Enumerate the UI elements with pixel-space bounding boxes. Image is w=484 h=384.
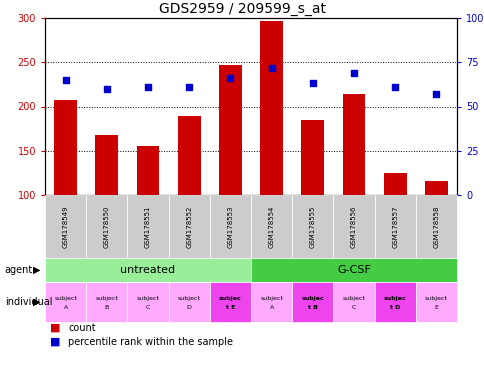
Point (432, 91, 439, 97)
Text: subject: subject (342, 296, 364, 301)
Text: E: E (434, 305, 438, 310)
Bar (178, 116, 200, 195)
Text: t E: t E (225, 305, 235, 310)
Bar (260, 21, 282, 195)
Text: GSM178558: GSM178558 (433, 205, 439, 248)
Point (144, 84, 151, 90)
Text: subject: subject (259, 296, 283, 301)
Bar (54, 100, 77, 195)
Text: B: B (105, 305, 109, 310)
Text: subject: subject (136, 296, 159, 301)
Bar (219, 65, 241, 195)
Text: GSM178550: GSM178550 (104, 205, 109, 248)
Text: subjec: subjec (219, 296, 242, 301)
Text: G-CSF: G-CSF (336, 265, 370, 275)
Text: ■: ■ (50, 337, 60, 347)
Bar (424, 181, 447, 195)
Bar (342, 94, 364, 195)
Text: GSM178557: GSM178557 (392, 205, 397, 248)
Text: ▶: ▶ (32, 297, 40, 307)
Bar (95, 135, 118, 195)
Point (391, 84, 398, 90)
Text: agent: agent (5, 265, 33, 275)
Text: subject: subject (95, 296, 118, 301)
Text: GSM178554: GSM178554 (268, 205, 274, 248)
Bar (301, 120, 323, 195)
Text: subject: subject (424, 296, 447, 301)
Point (308, 80, 316, 86)
Text: subject: subject (54, 296, 77, 301)
Text: GSM178556: GSM178556 (350, 205, 356, 248)
Point (349, 70, 357, 76)
Text: t D: t D (389, 305, 400, 310)
Text: subjec: subjec (301, 296, 323, 301)
Text: subject: subject (178, 296, 200, 301)
Text: A: A (63, 305, 68, 310)
Text: C: C (351, 305, 355, 310)
Text: ■: ■ (50, 323, 60, 333)
Point (267, 65, 275, 71)
Point (103, 86, 110, 92)
Text: GSM178549: GSM178549 (62, 205, 68, 248)
Text: C: C (146, 305, 150, 310)
Text: ▶: ▶ (32, 265, 40, 275)
Text: GSM178553: GSM178553 (227, 205, 233, 248)
Text: subjec: subjec (383, 296, 406, 301)
Text: GSM178552: GSM178552 (186, 205, 192, 248)
Point (226, 75, 234, 81)
Text: GSM178555: GSM178555 (309, 205, 315, 248)
Bar (383, 173, 406, 195)
Text: D: D (186, 305, 191, 310)
Text: untreated: untreated (120, 265, 175, 275)
Text: GDS2959 / 209599_s_at: GDS2959 / 209599_s_at (159, 2, 325, 16)
Bar (136, 146, 159, 195)
Text: percentile rank within the sample: percentile rank within the sample (68, 337, 233, 347)
Text: A: A (269, 305, 273, 310)
Point (185, 84, 193, 90)
Point (61, 77, 69, 83)
Text: GSM178551: GSM178551 (145, 205, 151, 248)
Text: individual: individual (5, 297, 52, 307)
Text: t B: t B (307, 305, 317, 310)
Text: count: count (68, 323, 96, 333)
